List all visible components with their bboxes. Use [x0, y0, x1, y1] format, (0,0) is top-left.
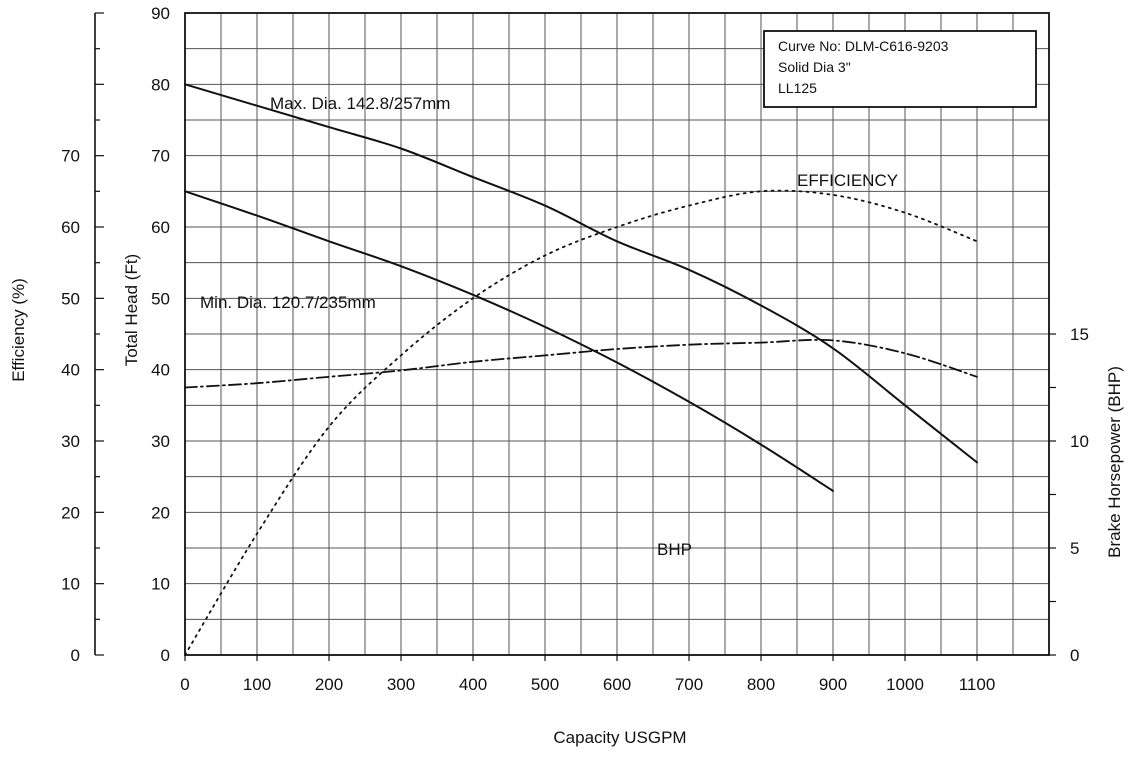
curve-info-box-frame: [763, 30, 1037, 108]
x-tick-label: 0: [180, 675, 189, 694]
max-dia-head-curve: [184, 83, 978, 464]
efficiency-tick-label: 20: [61, 503, 80, 522]
x-tick-label: 100: [243, 675, 271, 694]
x-tick-label: 1000: [886, 675, 924, 694]
efficiency-tick-label: 60: [61, 218, 80, 237]
bhp-curve: [184, 338, 978, 389]
curve-number-text: Curve No: DLM-C616-9203: [778, 38, 949, 54]
x-tick-label: 500: [531, 675, 559, 694]
head-tick-label: 40: [151, 361, 170, 380]
head-tick-label: 90: [151, 4, 170, 23]
efficiency-tick-label: 10: [61, 575, 80, 594]
head-axis-title: Total Head (Ft): [122, 254, 141, 366]
min-dia-label: Min. Dia. 120.7/235mm: [200, 293, 376, 312]
head-tick-label: 30: [151, 432, 170, 451]
efficiency-curve: [184, 189, 978, 656]
solid-dia-text: Solid Dia 3": [778, 59, 851, 75]
x-tick-label: 600: [603, 675, 631, 694]
x-tick-label: 300: [387, 675, 415, 694]
bhp-tick-label: 5: [1070, 539, 1079, 558]
head-tick-label: 10: [151, 575, 170, 594]
model-text: LL125: [778, 80, 817, 96]
x-tick-label: 200: [315, 675, 343, 694]
efficiency-tick-label: 70: [61, 147, 80, 166]
head-tick-label: 0: [161, 646, 170, 665]
labels: Capacity USGPM Total Head (Ft) Efficienc…: [9, 94, 1124, 747]
head-tick-label: 20: [151, 503, 170, 522]
x-tick-label: 700: [675, 675, 703, 694]
head-tick-label: 70: [151, 147, 170, 166]
x-tick-label: 1100: [959, 675, 996, 694]
x-tick-label: 800: [747, 675, 775, 694]
efficiency-label: EFFICIENCY: [797, 171, 898, 190]
x-tick-label: 900: [819, 675, 847, 694]
max-dia-label: Max. Dia. 142.8/257mm: [270, 94, 450, 113]
efficiency-axis-title: Efficiency (%): [9, 278, 28, 382]
bhp-axis-title: Brake Horsepower (BHP): [1105, 366, 1124, 558]
curve-info-box: Curve No: DLM-C616-9203 Solid Dia 3" LL1…: [763, 30, 1037, 108]
head-tick-label: 80: [151, 75, 170, 94]
head-tick-label: 60: [151, 218, 170, 237]
efficiency-tick-label: 40: [61, 361, 80, 380]
head-tick-label: 50: [151, 289, 170, 308]
x-axis-title: Capacity USGPM: [553, 728, 686, 747]
bhp-label: BHP: [657, 540, 692, 559]
x-tick-label: 400: [459, 675, 487, 694]
min-dia-head-curve: [184, 190, 834, 492]
bhp-tick-label: 0: [1070, 646, 1079, 665]
axes: 0 100 200 300 400 500 600 700 800 900 1000 11000102…: [61, 4, 1089, 694]
bhp-tick-label: 15: [1070, 325, 1089, 344]
efficiency-tick-label: 50: [61, 289, 80, 308]
efficiency-tick-label: 0: [71, 646, 80, 665]
bhp-tick-label: 10: [1070, 432, 1089, 451]
curves: [184, 83, 978, 656]
efficiency-tick-label: 30: [61, 432, 80, 451]
